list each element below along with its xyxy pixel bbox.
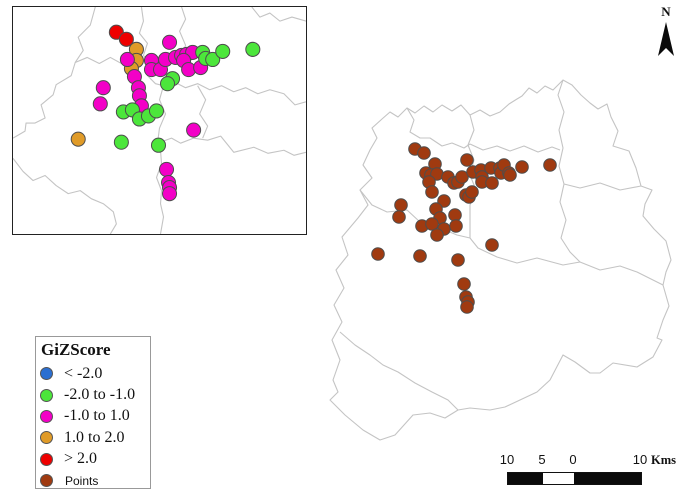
district-boundary	[157, 135, 306, 156]
north-arrow: N	[640, 4, 692, 62]
legend-item-label: -1.0 to 1.0	[64, 407, 130, 425]
scale-segment	[543, 473, 574, 484]
district-boundary	[329, 79, 672, 441]
district-boundary	[13, 7, 96, 139]
legend-item-label: < -2.0	[64, 364, 103, 382]
map-point	[425, 217, 439, 231]
map-point	[503, 168, 517, 182]
map-point	[150, 137, 167, 153]
inset-map-svg	[13, 7, 306, 234]
legend-item: > 2.0	[36, 449, 150, 470]
map-point	[215, 43, 231, 59]
legend-item: -1.0 to 1.0	[36, 406, 150, 427]
legend-swatch-neg1-1	[40, 409, 53, 423]
legend-item: 1.0 to 2.0	[36, 427, 150, 448]
legend-item: Points	[36, 470, 150, 491]
scale-segment	[508, 473, 543, 484]
scale-tick: 10	[499, 452, 515, 467]
district-boundary	[251, 7, 306, 22]
map-point	[437, 194, 451, 208]
map-point	[158, 161, 175, 177]
map-point	[515, 160, 529, 174]
map-point	[70, 131, 86, 147]
legend-swatch-gt2	[40, 452, 53, 466]
map-point	[451, 253, 465, 267]
scale-unit: Kms	[651, 453, 676, 467]
scale-segment	[574, 473, 641, 484]
map-point	[186, 122, 202, 138]
map-point	[430, 228, 444, 242]
legend-item-label: Points	[65, 473, 99, 488]
map-point	[95, 80, 111, 96]
district-boundary	[339, 331, 459, 411]
legend-item: < -2.0	[36, 363, 150, 384]
legend-item-label: -2.0 to -1.0	[64, 386, 136, 404]
scale-bar: 10 5 0 10 Kms	[495, 452, 695, 490]
legend-swatch-lt-neg2	[40, 367, 53, 381]
map-point	[417, 146, 431, 160]
map-point	[460, 153, 474, 167]
district-boundary	[197, 85, 209, 139]
scale-tick: 5	[538, 452, 546, 467]
legend-rows: < -2.0 -2.0 to -1.0 -1.0 to 1.0 1.0 to 2…	[36, 363, 150, 491]
map-point	[92, 96, 108, 112]
scale-tick: 0	[569, 452, 577, 467]
map-point	[160, 76, 176, 92]
map-point	[485, 176, 499, 190]
map-point	[119, 51, 135, 68]
north-arrow-icon	[658, 22, 674, 56]
legend-swatch-neg2-neg1	[40, 388, 53, 402]
map-point	[449, 219, 463, 233]
map-point	[457, 277, 471, 291]
map-point	[465, 185, 479, 199]
legend-swatch-points	[40, 474, 53, 488]
legend: GiZScore < -2.0 -2.0 to -1.0 -1.0 to 1.0…	[35, 336, 151, 489]
map-point	[485, 238, 499, 252]
district-boundary	[469, 237, 664, 286]
legend-item-label: > 2.0	[64, 450, 98, 468]
map-point	[113, 134, 129, 150]
scale-bar-graphic	[507, 472, 642, 485]
inset-map	[12, 6, 307, 235]
north-arrow-label: N	[661, 4, 671, 19]
scale-tick: 10	[632, 452, 648, 467]
map-point	[148, 103, 165, 119]
district-boundary	[469, 143, 561, 153]
map-point	[394, 198, 408, 212]
map-point	[245, 41, 261, 57]
district-boundary	[557, 79, 581, 263]
map-point	[543, 158, 557, 172]
map-point	[413, 249, 427, 263]
legend-swatch-1-2	[40, 431, 53, 445]
legend-item: -2.0 to -1.0	[36, 384, 150, 405]
district-boundary	[13, 157, 117, 234]
map-point	[460, 300, 474, 314]
map-point	[118, 31, 134, 47]
map-point	[425, 185, 439, 199]
district-boundary	[563, 182, 642, 191]
map-point	[392, 210, 406, 224]
map-point	[205, 51, 221, 68]
map-point	[371, 247, 385, 261]
legend-title: GiZScore	[41, 340, 111, 359]
legend-item-label: 1.0 to 2.0	[64, 428, 125, 446]
map-point	[162, 186, 178, 202]
map-point	[162, 34, 178, 50]
district-boundary	[359, 189, 471, 239]
district-boundary	[406, 107, 471, 149]
district-boundary	[138, 7, 306, 106]
map-point	[455, 170, 469, 184]
district-boundary	[155, 85, 167, 234]
